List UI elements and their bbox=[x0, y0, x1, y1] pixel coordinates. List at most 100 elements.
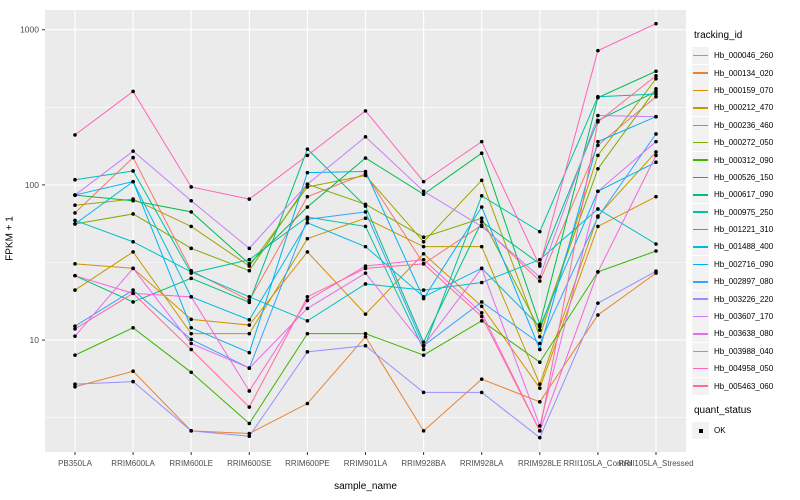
data-point bbox=[479, 244, 484, 249]
data-point bbox=[247, 421, 252, 426]
legend-color-line bbox=[693, 107, 708, 109]
data-point bbox=[479, 224, 484, 229]
legend-item: Hb_003638_080 bbox=[692, 325, 800, 343]
x-tick-label: RRIM928LE bbox=[518, 459, 562, 468]
legend-key bbox=[692, 151, 709, 169]
data-point bbox=[596, 313, 600, 317]
data-point bbox=[305, 350, 310, 354]
data-point bbox=[654, 92, 658, 96]
data-point bbox=[538, 429, 542, 433]
legend-item: Hb_003607_170 bbox=[692, 308, 800, 326]
quant-legend-label: OK bbox=[714, 426, 726, 435]
data-point bbox=[131, 250, 135, 254]
legend-key bbox=[692, 99, 709, 117]
legend-item-label: Hb_000526_150 bbox=[714, 172, 774, 182]
legend-color-line bbox=[693, 333, 708, 335]
quant-legend-item: OK bbox=[692, 422, 800, 439]
data-point bbox=[73, 327, 77, 331]
legend-item-label: Hb_000617_090 bbox=[714, 190, 774, 200]
data-point bbox=[538, 275, 542, 279]
legend-item-label: Hb_003607_170 bbox=[714, 312, 774, 322]
data-point bbox=[479, 219, 484, 224]
data-point bbox=[131, 212, 135, 216]
data-point bbox=[421, 251, 426, 256]
data-point bbox=[73, 353, 77, 357]
quant-status-legend: quant_status OK bbox=[692, 405, 800, 439]
data-point bbox=[73, 262, 77, 266]
x-tick-label: RRIM600LE bbox=[169, 459, 213, 468]
data-point bbox=[596, 143, 600, 148]
data-point bbox=[73, 273, 77, 278]
data-point bbox=[247, 262, 252, 266]
y-tick-label: 100 bbox=[25, 180, 39, 190]
legend-item-label: Hb_003226_220 bbox=[714, 294, 774, 304]
data-point bbox=[131, 291, 135, 296]
x-tick-label: RRIM901LA bbox=[344, 459, 388, 468]
data-point bbox=[654, 153, 658, 158]
data-point bbox=[247, 268, 252, 273]
data-point bbox=[131, 89, 135, 94]
data-point bbox=[479, 216, 484, 221]
legend-color-line bbox=[693, 194, 708, 196]
data-point bbox=[363, 173, 368, 178]
data-point bbox=[596, 48, 600, 53]
legend-color-line bbox=[693, 298, 708, 300]
data-point bbox=[73, 177, 77, 182]
data-point bbox=[479, 266, 484, 271]
data-point bbox=[596, 189, 600, 194]
legend-item-label: Hb_001488_400 bbox=[714, 242, 774, 252]
legend-color-line bbox=[693, 281, 708, 283]
legend-key bbox=[692, 47, 709, 65]
data-point bbox=[189, 210, 193, 214]
x-tick-label: PB350LA bbox=[58, 459, 92, 468]
data-point bbox=[479, 319, 484, 323]
data-point bbox=[654, 76, 658, 81]
data-point bbox=[479, 300, 484, 304]
legend-item-label: Hb_000975_250 bbox=[714, 207, 774, 217]
data-point bbox=[596, 224, 600, 229]
data-point bbox=[538, 264, 542, 268]
data-point bbox=[538, 324, 542, 329]
legend-item-label: Hb_000312_090 bbox=[714, 155, 774, 165]
legend-key bbox=[692, 238, 709, 256]
legend-item-label: Hb_002897_080 bbox=[714, 277, 774, 287]
data-point bbox=[363, 156, 368, 160]
data-point bbox=[538, 328, 542, 332]
data-point bbox=[421, 296, 426, 301]
data-point bbox=[189, 331, 193, 336]
legend-color-line bbox=[693, 385, 708, 387]
data-point bbox=[538, 400, 542, 404]
legend-item: Hb_000526_150 bbox=[692, 168, 800, 186]
data-point bbox=[363, 169, 368, 174]
data-point bbox=[189, 347, 193, 352]
data-point bbox=[305, 194, 310, 199]
data-point bbox=[363, 109, 368, 113]
x-tick-label: RRIM600LA bbox=[111, 459, 155, 468]
data-point bbox=[479, 139, 484, 144]
legend-item: Hb_000159_070 bbox=[692, 81, 800, 99]
data-point bbox=[654, 132, 658, 136]
data-point bbox=[189, 337, 193, 342]
legend-item: Hb_002897_080 bbox=[692, 273, 800, 291]
data-point bbox=[73, 324, 77, 328]
data-point bbox=[247, 389, 252, 393]
data-point bbox=[421, 179, 426, 184]
data-point bbox=[189, 317, 193, 322]
data-point bbox=[189, 325, 193, 330]
data-point bbox=[305, 319, 310, 323]
data-point bbox=[305, 331, 310, 336]
data-point bbox=[596, 270, 600, 274]
legend-color-line bbox=[693, 124, 708, 126]
data-point bbox=[596, 166, 600, 171]
y-tick-label: 10 bbox=[30, 335, 40, 345]
legend-color-line bbox=[693, 367, 708, 370]
data-point bbox=[654, 150, 658, 154]
data-point bbox=[479, 194, 484, 198]
legend-color-line bbox=[693, 228, 708, 231]
data-point bbox=[73, 334, 77, 338]
data-point bbox=[189, 198, 193, 203]
data-point bbox=[131, 179, 135, 184]
data-point bbox=[479, 151, 484, 156]
data-point bbox=[363, 331, 368, 336]
